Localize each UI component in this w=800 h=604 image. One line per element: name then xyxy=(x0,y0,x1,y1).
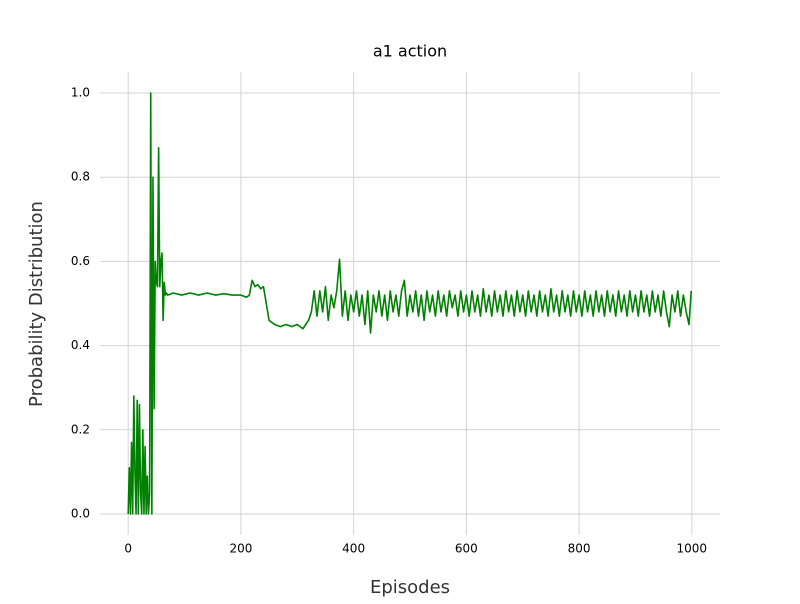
y-tick-label: 0.6 xyxy=(71,254,90,268)
x-tick-label: 400 xyxy=(342,542,365,556)
y-tick-label: 0.4 xyxy=(71,338,90,352)
x-tick-label: 800 xyxy=(568,542,591,556)
data-line xyxy=(127,92,693,515)
x-axis-label: Episodes xyxy=(370,577,450,598)
x-tick-label: 0 xyxy=(124,542,132,556)
x-tick-label: 600 xyxy=(455,542,478,556)
x-tick-label: 1000 xyxy=(677,542,708,556)
y-tick-label: 0.8 xyxy=(71,170,90,184)
chart-title: a1 action xyxy=(373,42,447,61)
x-tick-label: 200 xyxy=(229,542,252,556)
y-axis-label: Probability Distribution xyxy=(26,201,47,407)
y-tick-label: 0.0 xyxy=(71,506,90,520)
y-tick-label: 0.2 xyxy=(71,422,90,436)
y-tick-label: 1.0 xyxy=(71,86,90,100)
